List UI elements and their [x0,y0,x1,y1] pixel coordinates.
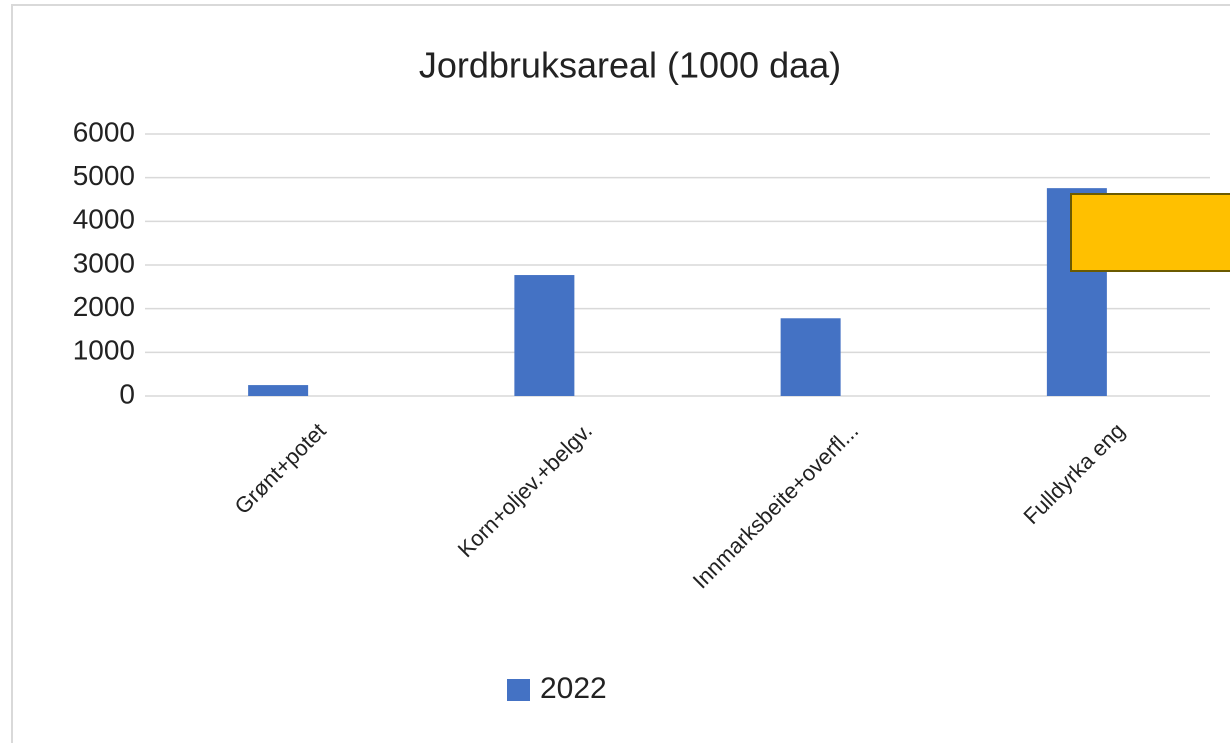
y-tick-label: 2000 [73,291,135,322]
overlay-box [1070,193,1230,272]
y-tick-label: 4000 [73,204,135,235]
bar [248,385,309,396]
bar [514,275,575,396]
bar [780,318,841,396]
legend-label: 2022 [540,672,607,705]
y-tick-label: 5000 [73,160,135,191]
chart-border [11,4,1230,743]
legend-swatch [507,679,530,701]
y-tick-label: 3000 [73,247,135,278]
y-tick-label: 0 [119,378,135,409]
chart-title: Jordbruksareal (1000 daa) [419,45,841,86]
y-tick-label: 6000 [73,116,135,147]
y-tick-label: 1000 [73,335,135,366]
